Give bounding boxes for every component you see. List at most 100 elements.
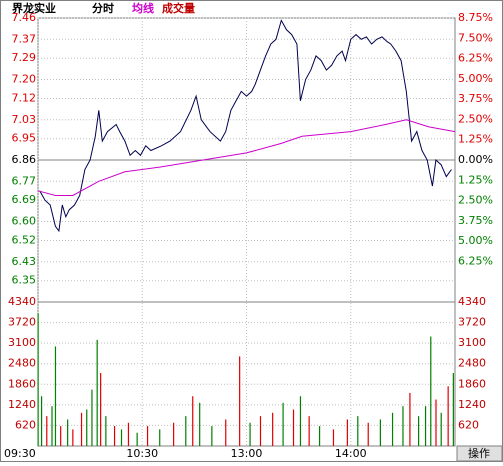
volume-bar	[239, 356, 241, 446]
action-button-label[interactable]: 操作	[468, 446, 490, 460]
volume-bar	[430, 336, 432, 446]
volume-bar	[379, 419, 381, 446]
volume-bar	[435, 399, 437, 446]
volume-bar	[282, 402, 284, 446]
volume-bar	[60, 426, 62, 446]
y2-tick-label: 1.25%	[458, 173, 493, 186]
volume-bar	[318, 426, 321, 446]
volume-bar	[402, 406, 404, 446]
x-tick-label: 13:00	[231, 447, 263, 460]
y-tick-label: 6.69	[12, 193, 37, 206]
x-tick-label: 09:30	[4, 447, 36, 460]
price-line	[37, 119, 456, 196]
y-tick-label: 6.86	[12, 153, 37, 166]
y2-tick-label: 6.25%	[458, 254, 493, 267]
y-tick-label: 2480	[8, 357, 36, 370]
volume-bar	[159, 429, 161, 446]
x-tick-label: 10:30	[126, 447, 158, 460]
volume-bar	[37, 313, 39, 446]
volume-bar	[308, 416, 310, 446]
y2-tick-label: 3.75%	[458, 214, 493, 227]
y-tick-label: 6.52	[12, 233, 37, 246]
volume-bar	[46, 416, 48, 446]
volume-bar	[199, 402, 201, 446]
y-tick-label: 3100	[8, 336, 36, 349]
y-tick-label: 1240	[8, 398, 36, 411]
y-tick-label: 7.12	[12, 91, 37, 104]
y-tick-label: 7.03	[12, 113, 37, 126]
volume-bar	[225, 419, 227, 446]
y-tick-label: 4340	[8, 295, 36, 308]
volume-bar	[86, 409, 88, 446]
volume-bar	[80, 412, 83, 446]
volume-bar	[127, 422, 130, 446]
y2-tick-label: 7.50%	[458, 31, 493, 44]
volume-bar	[96, 339, 98, 446]
y-tick-label: 6.35	[12, 274, 37, 287]
volume-bar	[173, 422, 175, 446]
volume-bar	[409, 392, 411, 446]
volume-bar	[292, 409, 295, 446]
y-tick-label: 6.43	[12, 255, 37, 268]
y2-tick-label: 3.75%	[458, 92, 493, 105]
volume-bar	[346, 419, 348, 446]
volume-bar	[332, 429, 335, 446]
y-tick-label: 6.60	[12, 215, 37, 228]
action-button[interactable]	[456, 445, 503, 462]
y-tick-label: 1860	[8, 377, 36, 390]
volume-bar	[418, 416, 420, 446]
volume-bar	[249, 422, 251, 446]
y2-tick-label: 2.50%	[458, 112, 493, 125]
y-tick-label: 620	[15, 418, 36, 431]
volume-bar	[67, 419, 69, 446]
volume-bar	[54, 346, 57, 446]
volume-bar	[192, 396, 194, 446]
y2-tick-label: 6.25%	[458, 52, 493, 65]
y-tick-label: 3720	[8, 316, 36, 329]
price-line	[39, 19, 452, 233]
y2-tick-label: 0.00%	[458, 153, 493, 166]
y2-tick-label: 4340	[458, 295, 486, 308]
y2-tick-label: 1240	[458, 398, 486, 411]
y2-tick-label: 8.75%	[458, 11, 493, 24]
y-tick-label: 6.77	[12, 174, 37, 187]
avg-label: 均线	[132, 1, 154, 15]
stock-name: 界龙实业	[12, 1, 56, 15]
y-tick-label: 7.37	[12, 32, 37, 45]
volume-bar	[272, 412, 274, 446]
x-tick-label: 14:00	[335, 447, 367, 460]
volume-bar	[424, 406, 427, 446]
volume-bar	[120, 429, 123, 446]
y2-tick-label: 2480	[458, 357, 486, 370]
y-tick-label: 7.20	[12, 73, 37, 86]
volume-label: 成交量	[162, 1, 195, 15]
volume-bar	[91, 389, 93, 446]
volume-bar	[40, 396, 43, 446]
volume-bar	[211, 426, 213, 446]
y2-tick-label: 620	[458, 418, 479, 431]
volume-bar	[391, 412, 394, 446]
y2-tick-label: 1860	[458, 377, 486, 390]
volume-bar	[51, 406, 53, 446]
y2-tick-label: 3720	[458, 316, 486, 329]
y-tick-label: 7.46	[12, 11, 37, 24]
volume-bar	[299, 396, 302, 446]
y2-tick-label: 1.25%	[458, 133, 493, 146]
volume-bar	[452, 373, 454, 446]
y2-tick-label: 5.00%	[458, 234, 493, 247]
volume-bar	[367, 422, 369, 446]
volume-bar	[440, 412, 442, 446]
y-tick-label: 7.29	[12, 51, 37, 64]
y-tick-label: 6.95	[12, 132, 37, 145]
y2-tick-label: 3100	[458, 336, 486, 349]
volume-bar	[185, 416, 187, 446]
volume-bar	[100, 373, 102, 446]
y2-tick-label: 5.00%	[458, 72, 493, 85]
volume-bar	[259, 416, 262, 446]
mode-label: 分时	[92, 1, 114, 15]
volume-bar	[72, 429, 74, 446]
y2-tick-label: 2.50%	[458, 194, 493, 207]
volume-bar	[113, 426, 116, 446]
